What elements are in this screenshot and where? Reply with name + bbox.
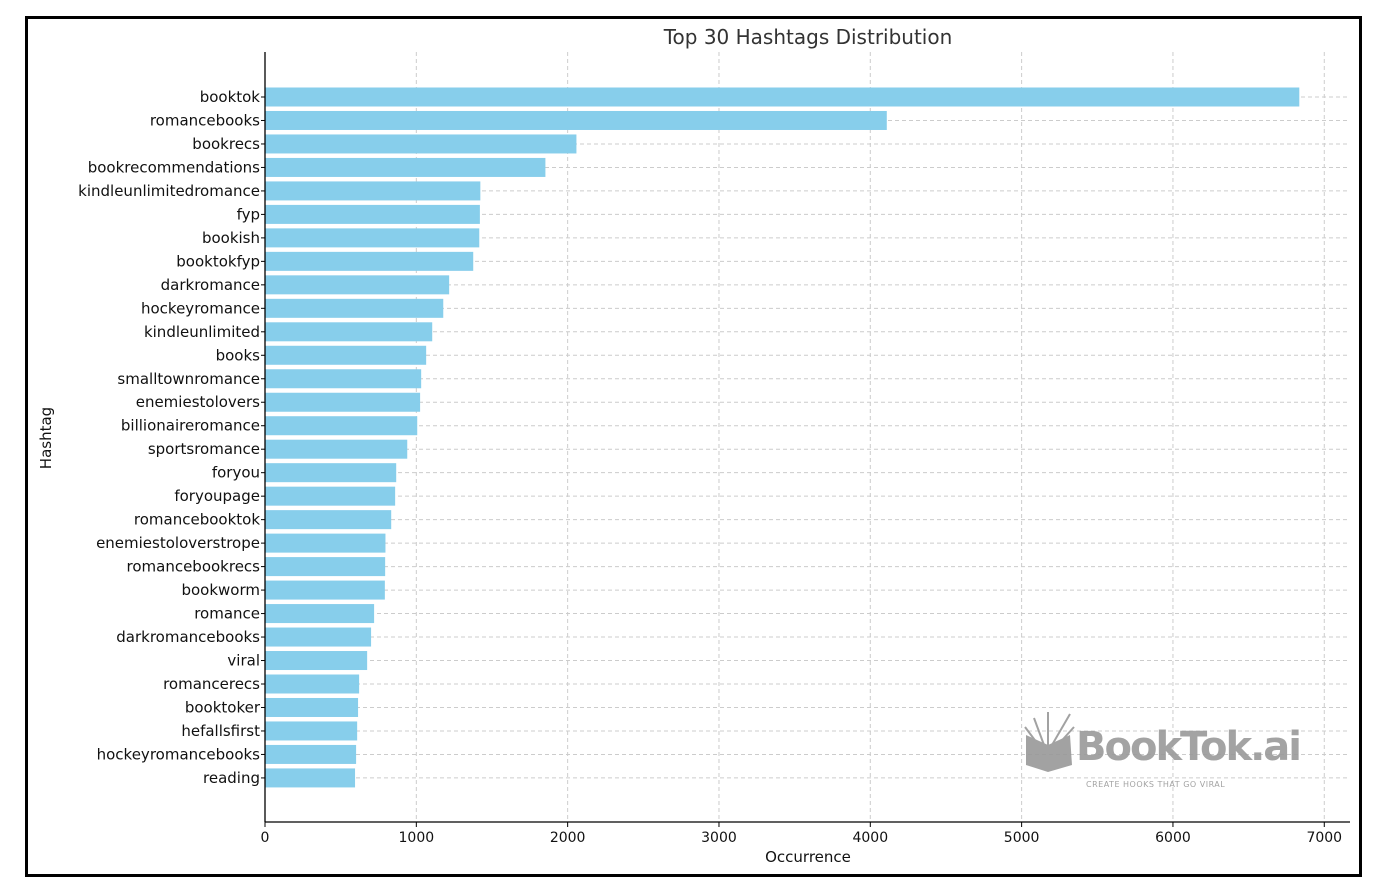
bar-romancebooks (265, 110, 887, 130)
watermark-tagline: CREATE HOOKS THAT GO VIRAL (1086, 780, 1225, 789)
y-tick-label: viral (227, 652, 260, 670)
x-tick-label: 2000 (550, 830, 586, 846)
bar-hefallsfirst (265, 721, 358, 741)
booktok-watermark-logo: BookTok.ai CREATE HOOKS THAT GO VIRAL (1024, 712, 1302, 789)
y-tick-label: darkromancebooks (116, 628, 260, 646)
y-tick-label: booktok (200, 88, 261, 106)
y-tick-label: romancebookrecs (127, 558, 261, 576)
bar-viral (265, 651, 368, 671)
bar-darkromance (265, 275, 450, 295)
y-tick-label: enemiestolovers (136, 393, 260, 411)
bar-enemiestolovers (265, 392, 421, 412)
bar-bookworm (265, 580, 385, 600)
x-tick-label: 6000 (1155, 830, 1191, 846)
y-tick-label: kindleunlimitedromance (78, 182, 260, 200)
bar-hockeyromancebooks (265, 744, 357, 764)
bar-bookrecs (265, 134, 577, 154)
x-tick-label: 1000 (399, 830, 435, 846)
bar-booktok (265, 87, 1300, 107)
x-axis-label: Occurrence (765, 848, 851, 866)
y-tick-label: romancebooks (150, 111, 260, 129)
bar-bookrecommendations (265, 157, 546, 177)
y-tick-label: enemiestoloverstrope (96, 534, 260, 552)
y-tick-label: sportsromance (148, 440, 260, 458)
bar-romancebooktok (265, 510, 392, 530)
bar-foryoupage (265, 486, 396, 506)
bar-foryou (265, 463, 397, 483)
x-tick-label: 3000 (701, 830, 737, 846)
y-tick-label: kindleunlimited (144, 323, 260, 341)
x-tick-label: 4000 (852, 830, 888, 846)
y-tick-label: foryoupage (174, 487, 260, 505)
y-axis-label: Hashtag (37, 407, 55, 469)
y-tick-label: hockeyromancebooks (97, 745, 261, 763)
bar-kindleunlimited (265, 322, 433, 342)
y-tick-label: hefallsfirst (181, 722, 260, 740)
y-tick-label: fyp (237, 205, 260, 223)
y-tick-label: bookrecs (192, 135, 260, 153)
bar-booktokfyp (265, 251, 474, 271)
y-tick-label: bookworm (181, 581, 260, 599)
bar-hockeyromance (265, 298, 444, 318)
y-tick-label: billionaireromance (121, 417, 260, 435)
y-tick-label: foryou (212, 464, 260, 482)
bar-fyp (265, 204, 480, 224)
x-tick-label: 7000 (1306, 830, 1342, 846)
bar-sportsromance (265, 439, 408, 459)
bar-romance (265, 604, 375, 624)
y-tick-label: booktoker (185, 698, 261, 716)
bar-books (265, 345, 427, 365)
y-tick-label: booktokfyp (176, 252, 260, 270)
y-tick-label: bookrecommendations (88, 158, 260, 176)
y-tick-label: romancerecs (163, 675, 260, 693)
y-tick-label: romance (194, 605, 260, 623)
bar-reading (265, 768, 356, 788)
y-tick-label: books (216, 346, 261, 364)
bar-romancerecs (265, 674, 360, 694)
y-tick-label: romancebooktok (134, 511, 260, 529)
bar-romancebookrecs (265, 557, 386, 577)
bar-enemiestoloverstrope (265, 533, 386, 553)
bar-smalltownromance (265, 369, 422, 389)
y-tick-label: smalltownromance (117, 370, 260, 388)
chart-title: Top 30 Hashtags Distribution (663, 25, 953, 49)
x-tick-label: 0 (261, 830, 270, 846)
bar-kindleunlimitedromance (265, 181, 481, 201)
watermark-brand: BookTok.ai (1076, 724, 1300, 770)
y-tick-label: hockeyromance (141, 299, 260, 317)
figure-frame (25, 16, 1362, 877)
bar-billionaireromance (265, 416, 418, 436)
y-tick-label: reading (203, 769, 260, 787)
bar-bookish (265, 228, 480, 248)
x-tick-label: 5000 (1004, 830, 1040, 846)
bar-darkromancebooks (265, 627, 372, 647)
y-tick-label: darkromance (161, 276, 260, 294)
bar-booktoker (265, 697, 359, 717)
y-tick-label: bookish (202, 229, 260, 247)
